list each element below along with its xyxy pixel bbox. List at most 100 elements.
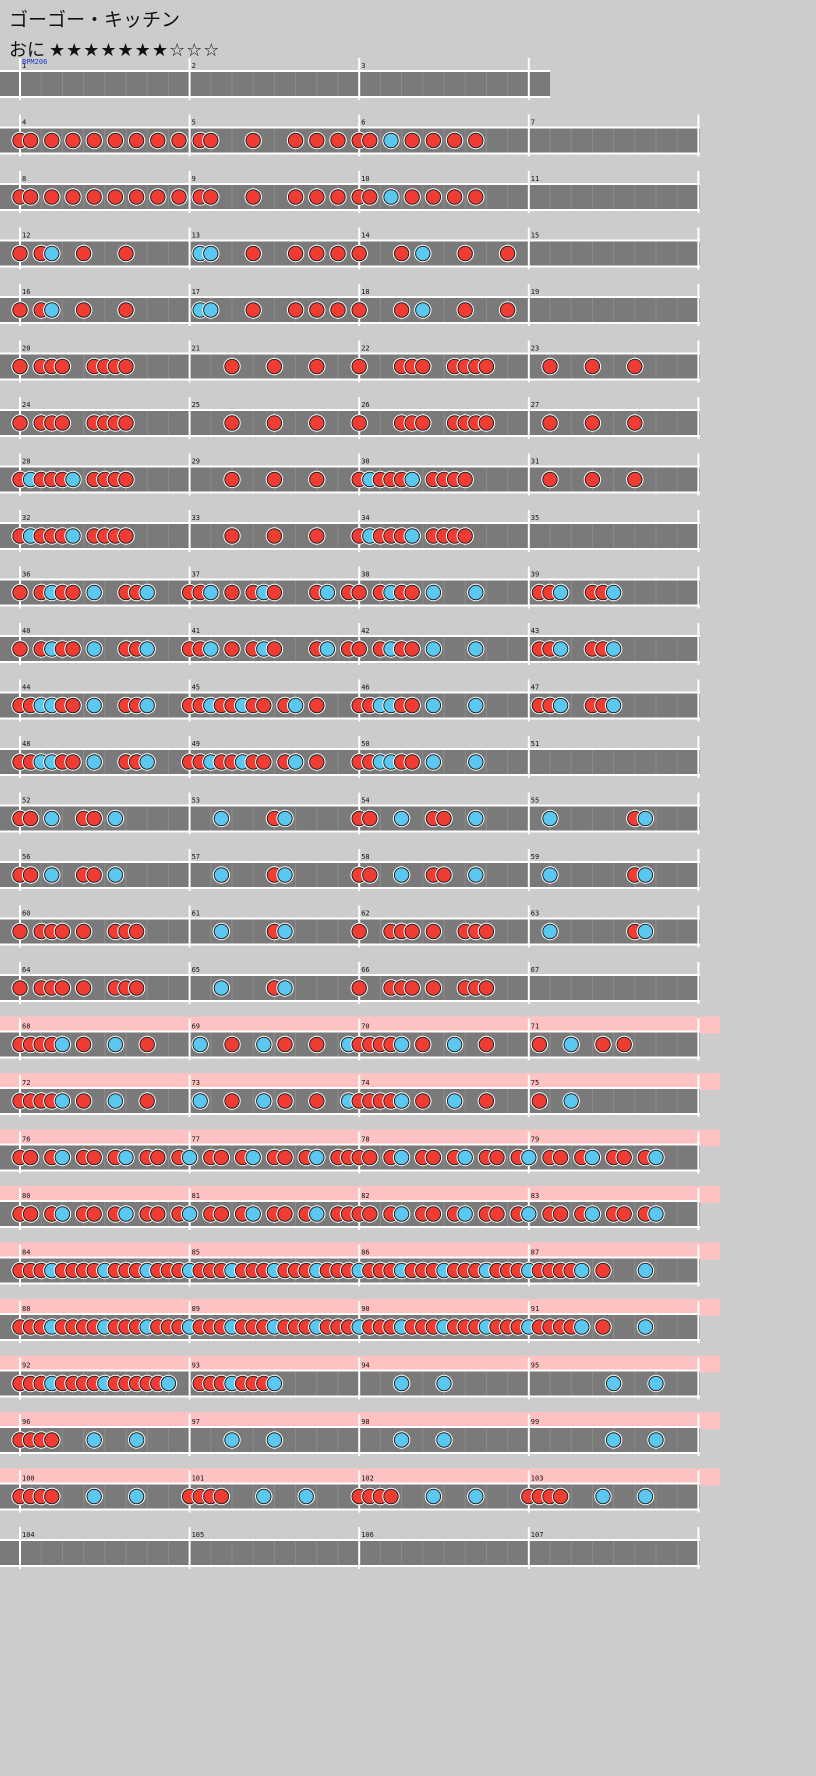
ka-note (562, 1035, 580, 1054)
don-note (11, 922, 29, 941)
measure-number: 83 (531, 1192, 539, 1200)
score-row: 80 81 82 83 (0, 1186, 720, 1230)
measure-number: 47 (531, 684, 539, 692)
ka-note (594, 1487, 612, 1506)
ka-note (467, 753, 485, 771)
score-row: 36 37 38 39 (0, 566, 700, 609)
ka-note (64, 527, 82, 545)
ka-note (604, 583, 623, 602)
measure-number: 104 (22, 1531, 35, 1539)
ka-note (424, 1487, 443, 1506)
ka-note (138, 753, 156, 771)
ka-note (456, 1148, 474, 1167)
bpm-label: BPM206 (22, 58, 47, 66)
ka-note (424, 696, 443, 715)
ka-note (541, 922, 559, 941)
don-note (149, 1148, 167, 1167)
don-note (456, 244, 474, 263)
score-row: 24 25 26 27 (0, 397, 700, 439)
measure-number: 37 (192, 571, 200, 579)
ka-note (106, 1092, 125, 1110)
ka-note (435, 1431, 453, 1449)
ka-note (583, 1148, 602, 1167)
measure-number: 81 (192, 1192, 200, 1200)
don-note (308, 753, 326, 771)
don-note (350, 979, 368, 997)
don-note (445, 188, 464, 206)
ka-note (382, 188, 400, 206)
ka-note (85, 753, 103, 771)
ka-note (467, 583, 485, 602)
don-note (64, 753, 82, 771)
don-note (11, 244, 29, 263)
ka-note (106, 866, 125, 884)
measure-number: 80 (22, 1192, 30, 1200)
ka-note (43, 244, 61, 263)
course-label: おに (9, 40, 45, 61)
don-note (477, 922, 496, 941)
measure-number: 17 (192, 288, 200, 296)
don-note (265, 527, 284, 545)
ka-note (212, 866, 231, 884)
ka-note (467, 640, 485, 658)
measure-number: 5 (192, 119, 196, 127)
song-title: ゴーゴー・キッチン (9, 9, 181, 31)
note-lane (0, 1428, 700, 1452)
don-note (456, 470, 474, 489)
ka-note (520, 1205, 538, 1223)
score-row: 104 105 106 107 (0, 1527, 700, 1569)
ka-note (191, 1092, 209, 1110)
don-note (265, 357, 284, 376)
don-note (308, 470, 326, 489)
ka-note (636, 1261, 655, 1280)
measure-number: 1 (22, 62, 26, 70)
don-note (308, 188, 326, 206)
score-row: 92 93 94 95 (0, 1355, 720, 1400)
ka-note (456, 1205, 474, 1223)
ka-note (551, 640, 570, 658)
don-note (361, 809, 379, 828)
don-note (170, 131, 188, 150)
measure-number: 91 (531, 1305, 539, 1313)
measure-number: 9 (192, 175, 196, 183)
measure-number: 29 (192, 458, 200, 466)
measure-number: 60 (22, 910, 30, 918)
don-note (361, 1205, 379, 1223)
don-note (488, 1205, 506, 1223)
measure-number: 106 (361, 1531, 374, 1539)
don-note (329, 301, 347, 319)
measure-number: 35 (531, 514, 539, 522)
measure-number: 8 (22, 175, 26, 183)
measure-number: 49 (192, 740, 200, 748)
ka-note (180, 1205, 199, 1223)
don-note (53, 357, 72, 376)
don-note (361, 188, 379, 206)
don-note (117, 527, 135, 545)
difficulty-row: おに ★★★★★★★☆☆☆ (9, 36, 220, 62)
measure-number: 40 (22, 627, 30, 635)
measure-number: 12 (22, 232, 30, 240)
score-row: 12 13 14 15 (0, 227, 700, 270)
measure-number: 7 (531, 119, 535, 127)
measure-number: 73 (192, 1079, 200, 1087)
ka-note (414, 244, 432, 263)
ka-note (53, 1148, 72, 1167)
score-row: 76 77 78 79 (0, 1129, 720, 1174)
ka-note (117, 1205, 135, 1223)
ka-note (286, 696, 305, 715)
don-note (583, 470, 602, 489)
measure-number: 58 (361, 853, 369, 861)
measure-number: 55 (531, 797, 539, 805)
don-note (149, 1205, 167, 1223)
measure-number: 100 (22, 1475, 35, 1483)
ka-note (276, 979, 294, 997)
score-row: 8 9 10 11 (0, 171, 700, 213)
measure-number: 42 (361, 627, 369, 635)
ka-note (191, 1035, 209, 1054)
measure-number: 48 (22, 740, 30, 748)
don-note (541, 357, 559, 376)
ka-note (636, 1318, 655, 1336)
ka-note (604, 1431, 623, 1449)
don-note (117, 414, 135, 432)
